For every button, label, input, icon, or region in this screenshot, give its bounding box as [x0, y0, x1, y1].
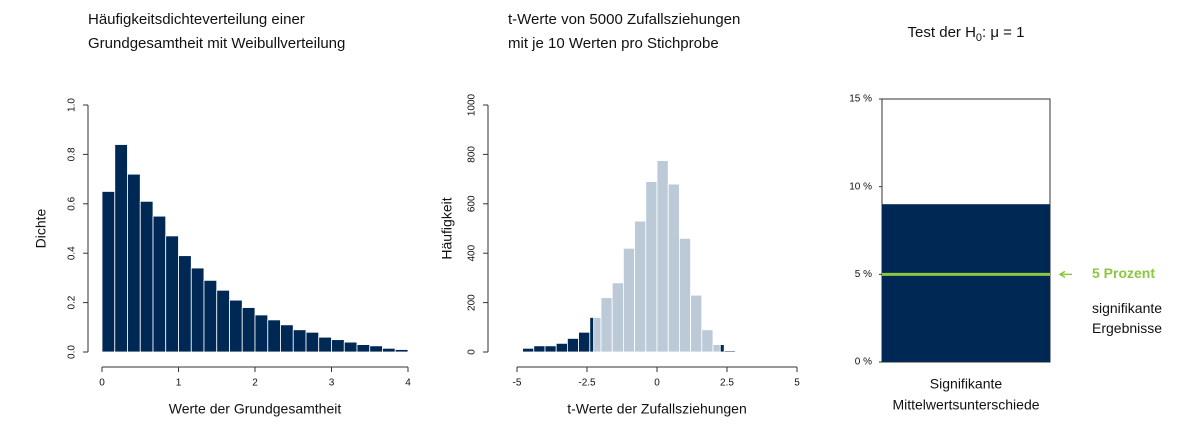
histogram-bar	[331, 339, 345, 353]
y-tick-label: 0.0	[67, 345, 78, 359]
histogram-bar	[611, 282, 624, 353]
annotation: signifikante	[1092, 300, 1162, 316]
histogram-bar	[723, 350, 736, 353]
y-tick-label: 0.2	[67, 295, 78, 309]
y-tick-label: 0.6	[67, 196, 78, 210]
y-tick-label: 800	[467, 146, 478, 163]
chart-title: Test der H0: μ = 1	[908, 24, 1025, 44]
histogram-bar	[589, 317, 595, 353]
histogram-bar	[318, 336, 332, 353]
histogram-bar	[382, 347, 396, 353]
histogram-bar	[510, 350, 523, 353]
histogram-bar	[533, 345, 546, 353]
title-subscript: 0	[976, 32, 982, 44]
x-tick-label: 2.5	[720, 378, 734, 389]
x-tick-label: 2	[252, 378, 258, 389]
histogram-bar	[623, 247, 636, 353]
chart-title: Grundgesamtheit mit Weibullverteilung	[88, 35, 345, 52]
histogram-bar	[190, 267, 205, 353]
histogram-bar	[522, 347, 535, 353]
y-tick-label: 0.8	[67, 147, 78, 161]
histogram-bar	[369, 345, 383, 353]
histogram-bar	[292, 329, 307, 353]
x-tick-label: -5	[513, 378, 522, 389]
chart-title: t-Werte von 5000 Zufallsziehungen	[508, 11, 740, 28]
chart-title: Häufigkeitsdichteverteilung einer	[88, 11, 305, 28]
histogram-bar	[152, 215, 167, 353]
y-tick-label: 1.0	[67, 98, 78, 112]
histogram-bar	[656, 160, 669, 353]
x-tick-label: 4	[405, 378, 411, 389]
y-tick-label: 600	[467, 195, 478, 212]
histogram-bar	[593, 317, 602, 353]
histogram-bar	[254, 314, 269, 353]
x-axis-label: t-Werte der Zufallsziehungen	[567, 401, 747, 417]
histogram-bar	[394, 349, 409, 353]
histogram-bar	[305, 331, 320, 353]
y-tick-label: 10 %	[849, 181, 872, 192]
histogram-bar	[555, 342, 568, 353]
y-axis-label: Dichte	[33, 208, 49, 248]
histogram-bar	[203, 279, 218, 353]
y-tick-label: 400	[467, 244, 478, 261]
histogram-bar	[544, 345, 557, 353]
bar	[882, 204, 1050, 362]
x-tick-label: -2.5	[578, 378, 596, 389]
histogram-bar	[280, 324, 294, 353]
reference-arrow	[1058, 270, 1072, 278]
histogram-bar	[567, 338, 580, 353]
y-tick-label: 200	[467, 294, 478, 311]
x-axis-label: Signifikante	[930, 376, 1003, 392]
x-axis-label: Werte der Grundgesamtheit	[169, 401, 342, 417]
reference-label: 5 Prozent	[1092, 265, 1155, 281]
histogram-bar	[690, 294, 703, 353]
y-tick-label: 0.4	[67, 246, 78, 260]
histogram-bar	[667, 183, 680, 353]
title-text: Test der H	[908, 24, 976, 41]
histogram-bar	[267, 319, 281, 353]
x-tick-label: 5	[794, 378, 800, 389]
x-tick-label: 3	[329, 378, 335, 389]
histogram-bar	[712, 344, 721, 353]
histogram-bar	[178, 255, 192, 353]
histogram-bar	[645, 181, 658, 353]
histogram-bar	[679, 237, 692, 353]
histogram-bar	[127, 173, 141, 353]
histogram-bar	[229, 299, 243, 353]
histogram-bar	[356, 344, 371, 353]
histogram-bar	[578, 331, 591, 353]
chart-title: mit je 10 Werten pro Stichprobe	[508, 35, 719, 52]
x-tick-label: 0	[654, 378, 660, 389]
x-axis-label: Mittelwertsunterschiede	[892, 397, 1039, 413]
histogram-bar	[139, 200, 154, 353]
histogram-bar	[165, 235, 179, 353]
histogram-bar	[343, 341, 358, 353]
y-tick-label: 5 %	[855, 269, 872, 280]
y-tick-label: 0	[467, 349, 478, 355]
title-text: : μ = 1	[982, 24, 1024, 41]
y-axis-label: Häufigkeit	[439, 197, 455, 259]
annotation: Ergebnisse	[1092, 320, 1162, 336]
histogram-bar	[634, 220, 647, 353]
histogram-bar	[701, 329, 714, 353]
y-tick-label: 0 %	[855, 357, 872, 368]
histogram-bar	[241, 307, 256, 353]
histogram-bar	[101, 191, 116, 353]
x-tick-label: 1	[176, 378, 182, 389]
histogram-bar	[719, 344, 725, 353]
x-tick-label: 0	[99, 378, 105, 389]
histogram-bar	[600, 297, 613, 353]
histogram-bar	[114, 144, 128, 353]
y-tick-label: 1000	[467, 93, 478, 116]
y-tick-label: 15 %	[849, 94, 872, 105]
histogram-bar	[216, 289, 230, 353]
